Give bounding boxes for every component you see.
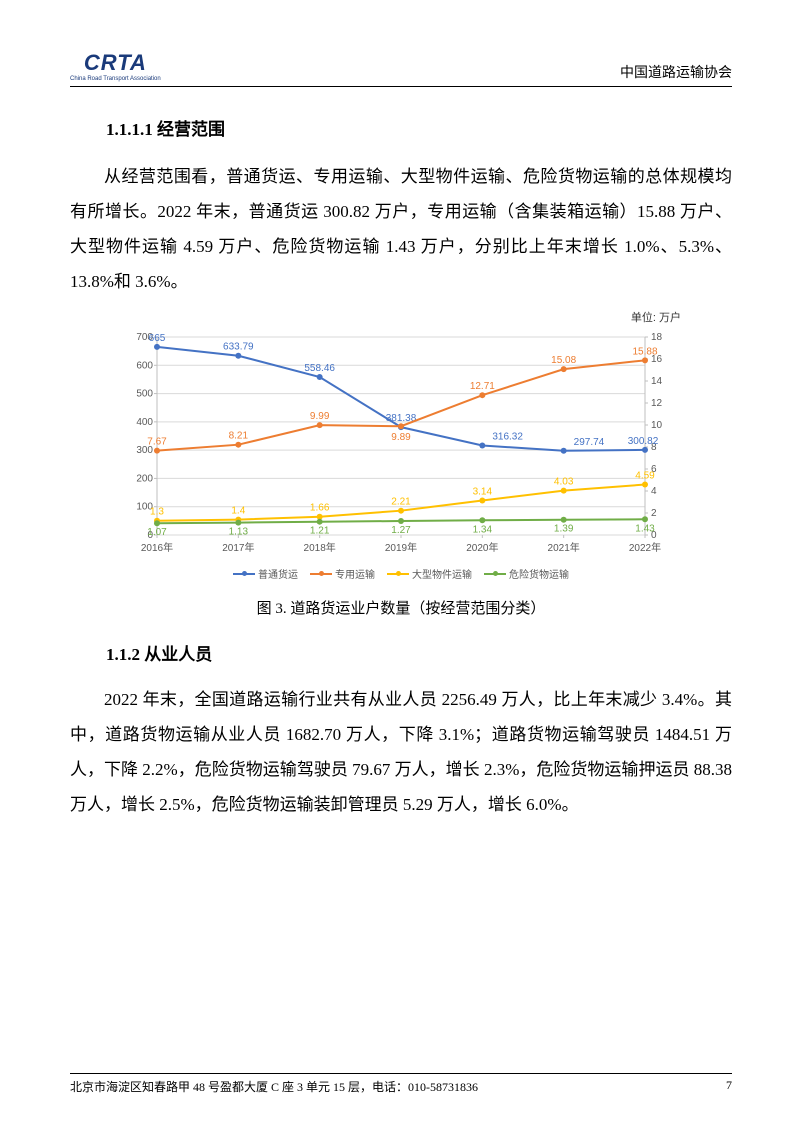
svg-text:1.27: 1.27 [391, 525, 411, 536]
header-org-name: 中国道路运输协会 [620, 62, 732, 82]
legend-item: 普通货运 [233, 566, 298, 581]
svg-text:2021年: 2021年 [548, 541, 580, 554]
svg-text:18: 18 [651, 332, 663, 343]
svg-text:1.39: 1.39 [554, 524, 574, 535]
logo-text: CRTA [84, 50, 147, 76]
paragraph-1: 从经营范围看，普通货运、专用运输、大型物件运输、危险货物运输的总体规模均有所增长… [70, 160, 732, 299]
svg-text:665: 665 [149, 333, 166, 344]
legend-item: 危险货物运输 [484, 566, 569, 581]
section-2-heading: 1.1.2 从业人员 [106, 640, 732, 665]
logo: CRTA China Road Transport Association [70, 50, 161, 82]
svg-text:1.66: 1.66 [310, 503, 330, 514]
svg-text:15.08: 15.08 [551, 355, 576, 366]
page-header: CRTA China Road Transport Association 中国… [70, 50, 732, 87]
svg-text:2020年: 2020年 [466, 541, 498, 554]
svg-text:2016年: 2016年 [141, 541, 173, 554]
svg-text:4.03: 4.03 [554, 477, 574, 488]
svg-text:1.3: 1.3 [150, 507, 164, 518]
legend-item: 专用运输 [310, 566, 375, 581]
svg-text:1.13: 1.13 [229, 527, 249, 538]
svg-text:4: 4 [651, 486, 657, 497]
svg-text:9.89: 9.89 [391, 433, 411, 444]
svg-text:316.32: 316.32 [492, 432, 523, 443]
chart-container: 单位: 万户 010020030040050060070002468101214… [121, 309, 681, 581]
chart-unit-label: 单位: 万户 [121, 309, 681, 325]
svg-text:7.67: 7.67 [147, 437, 167, 448]
logo-subtitle: China Road Transport Association [70, 76, 161, 82]
svg-text:200: 200 [136, 474, 153, 485]
svg-text:297.74: 297.74 [574, 437, 605, 448]
svg-text:15.88: 15.88 [632, 347, 657, 358]
svg-text:2022年: 2022年 [629, 541, 661, 554]
svg-text:2019年: 2019年 [385, 541, 417, 554]
svg-text:558.46: 558.46 [304, 363, 335, 374]
svg-text:12: 12 [651, 398, 663, 409]
svg-text:633.79: 633.79 [223, 342, 254, 353]
svg-text:600: 600 [136, 361, 153, 372]
svg-text:8.21: 8.21 [229, 431, 249, 442]
svg-text:10: 10 [651, 420, 663, 431]
svg-text:1.43: 1.43 [635, 524, 655, 535]
paragraph-2: 2022 年末，全国道路运输行业共有从业人员 2256.49 万人，比上年末减少… [70, 683, 732, 822]
svg-text:9.99: 9.99 [310, 411, 330, 422]
chart-caption: 图 3. 道路货运业户数量（按经营范围分类） [70, 597, 732, 618]
page-footer: 北京市海淀区知春路甲 48 号盈都大厦 C 座 3 单元 15 层，电话：010… [70, 1073, 732, 1095]
svg-text:4.59: 4.59 [635, 471, 655, 482]
svg-text:1.21: 1.21 [310, 526, 330, 537]
svg-text:2: 2 [651, 508, 657, 519]
svg-text:500: 500 [136, 389, 153, 400]
svg-text:400: 400 [136, 417, 153, 428]
svg-text:2.21: 2.21 [391, 497, 411, 508]
svg-text:1.34: 1.34 [473, 525, 493, 536]
svg-text:300.82: 300.82 [628, 436, 659, 447]
footer-address: 北京市海淀区知春路甲 48 号盈都大厦 C 座 3 单元 15 层，电话：010… [70, 1078, 478, 1095]
svg-text:2017年: 2017年 [222, 541, 254, 554]
svg-text:3.14: 3.14 [473, 487, 493, 498]
svg-text:2018年: 2018年 [304, 541, 336, 554]
svg-text:14: 14 [651, 376, 663, 387]
svg-text:1.07: 1.07 [147, 528, 167, 539]
svg-text:1.4: 1.4 [231, 506, 245, 517]
chart-legend: 普通货运专用运输大型物件运输危险货物运输 [121, 566, 681, 581]
page-number: 7 [726, 1078, 732, 1095]
legend-item: 大型物件运输 [387, 566, 472, 581]
svg-text:12.71: 12.71 [470, 382, 495, 393]
line-chart: 0100200300400500600700024681012141618201… [121, 327, 681, 557]
section-1-heading: 1.1.1.1 经营范围 [106, 115, 732, 140]
